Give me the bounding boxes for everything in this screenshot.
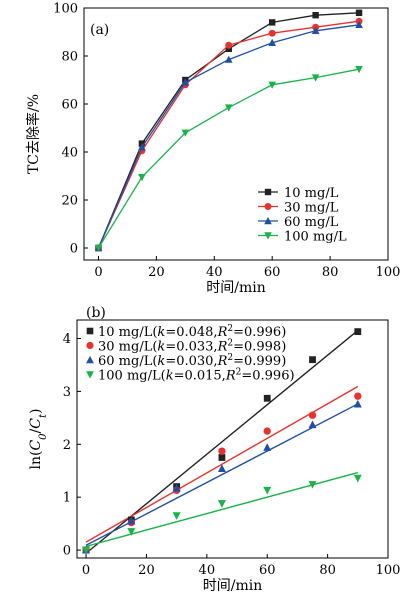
panel-b-data-point-1 [263, 427, 271, 435]
panel-b-plot-frame [76, 319, 389, 559]
panel-b-data-point-3 [308, 481, 317, 489]
panel-b-legend-marker [86, 327, 94, 335]
panel-a-x-tick-label: 0 [94, 265, 102, 280]
panel-b-x-tick-label: 100 [376, 563, 401, 578]
panel-b-data-point-2 [353, 399, 362, 408]
panel-a-x-tick-label: 40 [206, 265, 223, 280]
panel-b-y-tick-label: 4 [63, 332, 71, 347]
panel-a-y-tick-label: 60 [61, 98, 78, 113]
panel-a-data-point-0 [312, 12, 319, 19]
panel-a-y-axis-label: TC去除率/% [25, 94, 42, 174]
panel-a-label: (a) [90, 22, 109, 38]
panel-b-legend-label: 60 mg/L(k=0.030,R2=0.999) [98, 353, 286, 369]
panel-b-y-tick-label: 3 [63, 385, 71, 400]
panel-a-data-point-0 [355, 9, 363, 16]
panel-b-y-tick-label: 0 [63, 544, 71, 559]
panel-a-legend-marker [264, 188, 272, 196]
panel-b-data-point-2 [172, 483, 181, 492]
panel-b-data-point-3 [127, 528, 136, 536]
panel-a-data-point-3 [94, 244, 103, 252]
panel-b-x-tick-label: 20 [138, 563, 155, 578]
panel-b-data-point-0 [309, 356, 316, 364]
panel-b-data-point-1 [218, 447, 226, 455]
panel-b-legend-marker [86, 341, 94, 350]
panel-a-data-point-3 [181, 129, 190, 137]
panel-a-legend-marker [264, 203, 272, 210]
panel-a-data-point-3 [355, 66, 363, 74]
panel-a-legend-label: 10 mg/L [284, 186, 339, 201]
panel-b-y-tick-label: 2 [63, 438, 71, 453]
panel-a-y-tick-label: 100 [53, 2, 78, 17]
panel-b-legend-marker [86, 371, 94, 379]
panel-b-fit-line-2 [85, 403, 359, 546]
panel-a-plot-frame [83, 7, 389, 261]
panel-a-data-point-3 [268, 81, 276, 89]
panel-b-data-point-2 [217, 464, 226, 473]
panel-b-x-axis-label: 时间/min [203, 578, 263, 594]
panel-b-data-point-2 [308, 420, 317, 429]
panel-a-x-tick-label: 100 [376, 265, 401, 280]
panel-a-x-axis-label: 时间/min [206, 280, 266, 296]
panel-b-x-tick-label: 40 [199, 563, 216, 578]
panel-a-legend-label: 60 mg/L [284, 215, 339, 230]
panel-b-y-tick-label: 1 [63, 491, 71, 506]
panel-b-fit-line-1 [85, 385, 359, 543]
panel-b-label: (b) [86, 305, 106, 321]
panel-b-y-axis-label: ln(C0/Ct) [28, 409, 49, 470]
panel-a-data-point-2 [224, 55, 233, 63]
panel-b-legend-label: 10 mg/L(k=0.048,R2=0.996) [98, 324, 286, 340]
panel-a-x-tick-label: 80 [322, 265, 339, 280]
panel-a-data-point-2 [311, 26, 320, 34]
panel-a-y-tick-label: 40 [61, 146, 78, 161]
panel-b-fit-line-3 [85, 471, 358, 548]
panel-a-data-point-1 [225, 41, 233, 49]
panel-b-data-point-3 [217, 500, 226, 508]
panel-a-data-point-3 [311, 74, 320, 82]
panel-b-data-point-3 [82, 546, 91, 555]
panel-b-data-point-3 [263, 486, 272, 495]
panel-a-data-point-0 [268, 19, 276, 26]
panel-a-y-tick-label: 80 [61, 50, 78, 65]
panel-b-data-point-1 [354, 392, 362, 400]
panel-a-data-point-2 [268, 38, 276, 46]
panel-b-x-tick-label: 80 [319, 563, 336, 578]
panel-a-x-tick-label: 60 [264, 265, 281, 280]
panel-a-data-point-1 [268, 29, 276, 37]
panel-a-legend-label: 30 mg/L [284, 201, 339, 216]
panel-b-data-point-2 [263, 443, 272, 451]
panel-a-data-point-3 [138, 174, 146, 182]
panel-a-y-tick-label: 0 [70, 242, 78, 257]
panel-a-data-point-2 [138, 143, 146, 151]
panel-a-legend-label: 100 mg/L [284, 230, 347, 245]
panel-b-data-point-0 [218, 454, 226, 461]
panel-a-data-point-0 [225, 45, 232, 52]
panel-a-legend-marker [264, 232, 272, 240]
panel-b-legend-marker [86, 355, 94, 364]
panel-a-data-point-2 [181, 78, 190, 86]
panel-b-legend-label: 30 mg/L(k=0.033,R2=0.998) [98, 339, 286, 355]
panel-b-data-point-3 [353, 474, 362, 483]
panel-b-x-tick-label: 0 [82, 563, 90, 578]
panel-a-data-point-3 [224, 104, 233, 112]
panel-b-data-point-3 [172, 512, 181, 520]
panel-a-data-point-2 [355, 20, 363, 28]
panel-b-x-tick-label: 60 [259, 563, 276, 578]
panel-b-data-point-2 [127, 516, 136, 525]
panel-b-data-point-1 [308, 411, 317, 419]
panel-a-legend-marker [264, 217, 272, 225]
panel-b-data-point-0 [354, 328, 362, 336]
panel-a-y-tick-label: 20 [61, 194, 78, 209]
panel-b-legend-label: 100 mg/L(k=0.015,R2=0.996) [98, 368, 295, 384]
panel-b-data-point-0 [263, 394, 271, 402]
panel-a-x-tick-label: 20 [148, 265, 165, 280]
